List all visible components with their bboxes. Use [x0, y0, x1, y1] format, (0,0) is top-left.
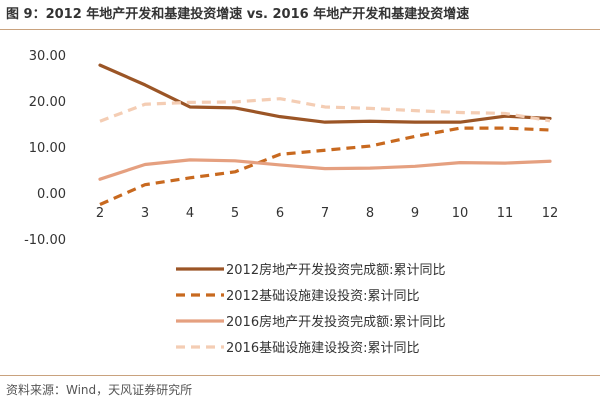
bottom-divider — [0, 375, 600, 376]
y-tick-label: 30.00 — [29, 49, 66, 64]
series-line-3 — [98, 158, 552, 181]
y-tick-label: 10.00 — [29, 141, 66, 156]
x-tick-label: 9 — [411, 206, 419, 221]
x-tick-label: 6 — [276, 206, 284, 221]
x-tick-label: 12 — [542, 206, 559, 221]
x-tick-label: 8 — [366, 206, 374, 221]
y-tick-label: 20.00 — [29, 95, 66, 110]
x-tick-label: 5 — [231, 206, 239, 221]
series-line-4 — [99, 97, 551, 123]
series-line-2 — [99, 126, 551, 206]
y-tick-label: -10.00 — [24, 233, 66, 248]
x-tick-label: 3 — [141, 206, 149, 221]
series-lines — [98, 63, 552, 206]
legend: 2012房地产开发投资完成额:累计同比 2012基础设施建设投资:累计同比 2016… — [176, 262, 445, 356]
legend-label-3: 2016房地产开发投资完成额:累计同比 — [226, 314, 445, 330]
chart-title: 图 9：2012 年地产开发和基建投资增速 vs. 2016 年地产开发和基建投… — [0, 0, 600, 30]
legend-label-4: 2016基础设施建设投资:累计同比 — [226, 340, 419, 356]
x-tick-label: 10 — [452, 206, 469, 221]
series-line-1 — [98, 63, 552, 124]
x-tick-label: 7 — [321, 206, 329, 221]
y-tick-label: 0.00 — [37, 187, 66, 202]
line-chart: -10.00 0.00 10.00 20.00 30.00 2 3 4 5 6 7 8 9 10 11 12… — [24, 49, 558, 356]
x-axis-ticks: 2 3 4 5 6 7 8 9 10 11 12 — [96, 206, 558, 221]
x-tick-label: 4 — [186, 206, 194, 221]
x-tick-label: 2 — [96, 206, 104, 221]
source-note: 资料来源：Wind，天风证券研究所 — [6, 383, 193, 397]
legend-label-1: 2012房地产开发投资完成额:累计同比 — [226, 262, 445, 278]
legend-label-2: 2012基础设施建设投资:累计同比 — [226, 288, 419, 304]
x-tick-label: 11 — [497, 206, 514, 221]
y-axis-ticks: -10.00 0.00 10.00 20.00 30.00 — [24, 49, 66, 248]
